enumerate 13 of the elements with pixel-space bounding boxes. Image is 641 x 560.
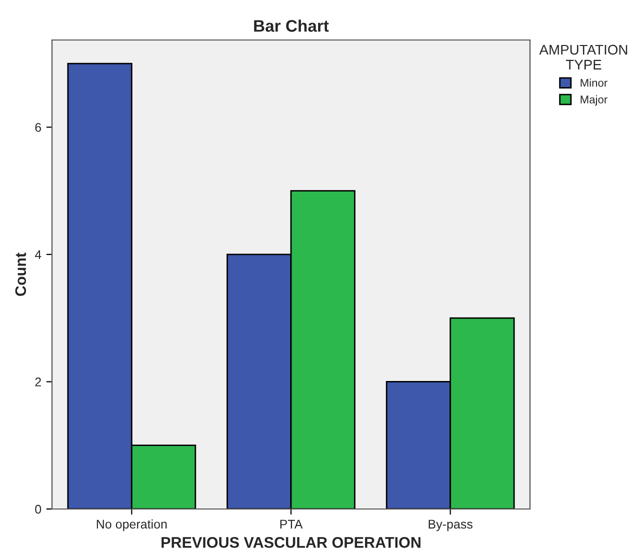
x-tick-label: By-pass [428, 520, 472, 532]
x-tick-label: PTA [280, 520, 303, 528]
y-tick-label: 6 [35, 122, 42, 132]
y-axis-title: Count [15, 252, 26, 296]
chart-title: Bar Chart [254, 20, 329, 32]
legend-label: Major [580, 95, 608, 106]
legend-title: AMPUTATION TYPE [539, 44, 628, 70]
legend-label: Minor [580, 78, 608, 87]
x-tick-label: No operation [96, 519, 167, 532]
y-tick-label: 0 [35, 504, 42, 514]
y-tick-label: 2 [35, 378, 41, 386]
y-tick-label: 4 [34, 250, 42, 259]
x-axis-title: PREVIOUS VASCULAR OPERATION [162, 537, 420, 548]
